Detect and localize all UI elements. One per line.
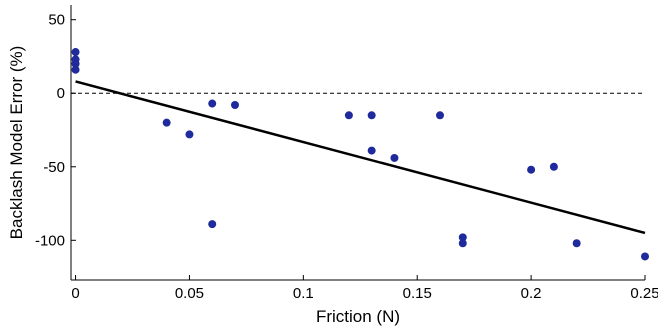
data-point [231,101,239,109]
x-tick-label: 0 [71,285,79,302]
data-point [436,111,444,120]
data-point [71,65,80,74]
y-ticks: 50 0 -50 -100 [35,12,76,249]
y-tick-label: -50 [43,159,65,176]
data-point [572,239,581,248]
data-point [344,111,353,120]
data-point [527,165,536,174]
data-point [208,220,217,229]
data-point [71,48,80,57]
data-point [458,233,467,242]
x-tick-label: 0.15 [403,285,432,302]
data-point [641,252,649,261]
y-axis-label: Backlash Model Error (%) [7,46,26,240]
data-point [71,59,80,68]
x-tick-label: 0.05 [175,285,204,302]
x-tick-label: 0.25 [630,285,658,302]
data-point [367,146,376,155]
data-point [185,130,194,139]
y-tick-label: -100 [35,232,65,249]
axes-frame [70,5,645,281]
data-point [162,118,171,127]
fit-line-layer [75,80,646,235]
fit-line [75,80,646,235]
x-tick-label: 0.2 [521,285,542,302]
x-axis-label: Friction (N) [316,307,400,326]
data-point [367,111,376,120]
y-tick-label: 50 [48,12,65,29]
x-ticks: 0 0.05 0.1 0.15 0.2 0.25 [71,275,658,302]
data-point [549,162,558,171]
data-point [390,153,399,162]
data-point [458,239,467,248]
data-points-layer [71,48,649,261]
y-tick-label: 0 [57,85,65,102]
x-tick-label: 0.1 [293,285,314,302]
data-point [208,99,217,108]
